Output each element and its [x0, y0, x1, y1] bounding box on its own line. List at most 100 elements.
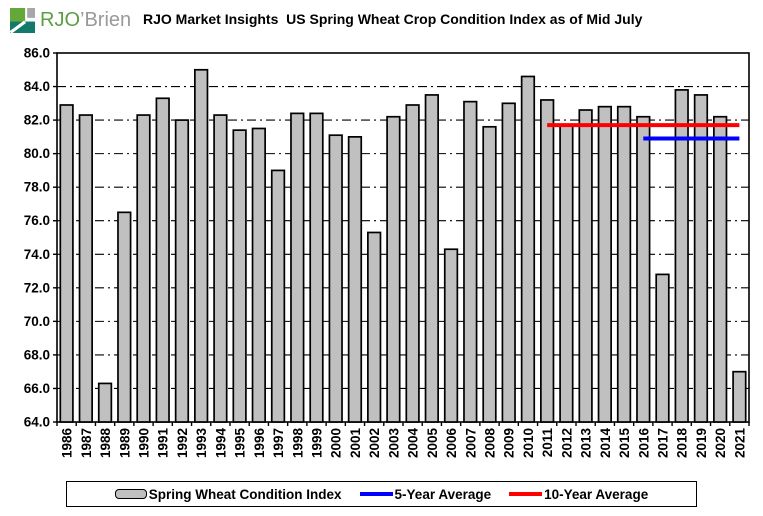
bar-1999 [309, 112, 324, 423]
x-axis-label-2009: 2009 [502, 428, 517, 458]
y-axis-label: 68.0 [24, 347, 50, 362]
x-axis-label-1988: 1988 [98, 428, 113, 459]
legend-label-5-year-average: 5-Year Average [394, 486, 492, 502]
y-axis-label: 80.0 [24, 146, 50, 161]
plot-area [56, 52, 750, 423]
bar-1998 [290, 112, 305, 423]
chart-svg: 86.0 84.0 82.0 80.0 78.0 76.0 74.0 72.0 70.0 68.0… [24, 46, 750, 459]
line-swatch-5yr [359, 492, 393, 496]
x-axis-label-2010: 2010 [521, 428, 536, 458]
bar-1991 [155, 97, 170, 423]
x-axis-label-2011: 2011 [540, 428, 555, 458]
x-axis-label-2002: 2002 [367, 428, 382, 458]
legend-item-condition-index: Spring Wheat Condition Index [114, 486, 342, 502]
logo-text-brien: ’Brien [80, 9, 132, 31]
chart-title: RJO Market Insights US Spring Wheat Crop… [143, 11, 643, 27]
logo-text-rjo: RJO [40, 9, 80, 31]
x-axis-label-2000: 2000 [329, 428, 344, 458]
bar-2011 [540, 99, 555, 423]
bar-1996 [251, 127, 266, 423]
rjobrien-logo: RJO’Brien [10, 7, 131, 33]
bar-2000 [328, 134, 343, 423]
x-axis-label-2014: 2014 [598, 428, 613, 459]
bar-2021 [732, 370, 747, 423]
bar-1997 [270, 169, 286, 423]
x-axis-label-1995: 1995 [233, 428, 248, 459]
x-axis-label-2019: 2019 [694, 428, 709, 458]
bar-1993 [194, 68, 209, 423]
x-axis-label-2016: 2016 [636, 428, 651, 459]
x-axis-label-2003: 2003 [386, 428, 401, 459]
spring-wheat-condition-chart: 86.0 84.0 82.0 80.0 78.0 76.0 74.0 72.0 70.0 68.0… [24, 46, 750, 459]
legend-item-10-year-average: 10-Year Average [509, 487, 648, 502]
bar-2006 [443, 248, 459, 423]
y-axis-label: 64.0 [24, 415, 50, 430]
x-axis-label-1989: 1989 [117, 428, 132, 458]
y-axis-label: 78.0 [24, 180, 50, 195]
bar-1986 [59, 104, 74, 423]
bar-2017 [655, 273, 670, 423]
y-axis-label: 66.0 [24, 381, 50, 396]
bar-1990 [136, 114, 151, 423]
x-axis-label-2017: 2017 [656, 428, 671, 458]
bar-2005 [424, 94, 439, 423]
x-axis-label-2005: 2005 [425, 428, 440, 459]
bar-2009 [501, 102, 516, 423]
x-axis-label-1993: 1993 [194, 428, 209, 459]
bar-2003 [386, 115, 401, 423]
x-axis-label-2004: 2004 [406, 428, 421, 459]
line-swatch-10yr [509, 492, 543, 496]
chart-legend: Spring Wheat Condition Index 5-Year Aver… [66, 481, 697, 507]
x-axis-label-1991: 1991 [156, 428, 171, 459]
y-axis-label: 86.0 [24, 46, 50, 61]
bar-2020 [713, 115, 728, 423]
y-axis-label: 72.0 [24, 280, 50, 295]
x-axis-label-1996: 1996 [252, 428, 267, 459]
rjobrien-logo-icon [10, 7, 35, 33]
bar-2013 [578, 109, 593, 423]
x-axis-label-2007: 2007 [463, 428, 478, 458]
bar-2001 [347, 136, 363, 423]
x-axis-label-2020: 2020 [713, 428, 728, 458]
x-axis-label-2012: 2012 [559, 428, 574, 458]
y-axis-label: 84.0 [24, 79, 50, 94]
y-axis-label: 74.0 [24, 247, 50, 262]
x-axis-label-1992: 1992 [175, 428, 190, 458]
bar-1989 [117, 211, 132, 423]
x-axis-label-2006: 2006 [444, 428, 459, 459]
y-axis-label: 70.0 [24, 314, 50, 329]
x-axis-label-1999: 1999 [310, 428, 325, 458]
bar-2015 [616, 105, 632, 423]
bar-1988 [97, 382, 113, 423]
x-axis-label-2008: 2008 [483, 428, 498, 459]
x-axis-label-2018: 2018 [675, 428, 690, 459]
x-axis-label-1986: 1986 [60, 428, 75, 459]
bar-2010 [520, 75, 536, 423]
bar-2014 [597, 105, 612, 423]
bar-2018 [674, 89, 689, 423]
bar-2008 [482, 125, 497, 423]
bar-series-swatch [114, 489, 147, 499]
x-axis-label-2001: 2001 [348, 428, 363, 459]
legend-label-condition-index: Spring Wheat Condition Index [148, 486, 342, 502]
x-axis-label-1997: 1997 [271, 428, 286, 458]
y-axis-label: 82.0 [24, 113, 50, 128]
x-axis-label-1990: 1990 [137, 428, 152, 458]
x-axis-label-1994: 1994 [213, 428, 228, 459]
bar-1987 [78, 114, 93, 423]
bar-1994 [213, 114, 228, 423]
legend-item-5-year-average: 5-Year Average [359, 486, 492, 502]
bar-1992 [174, 119, 190, 423]
bar-2016 [636, 115, 651, 423]
bar-2019 [693, 94, 709, 423]
x-axis-label-2013: 2013 [579, 428, 594, 459]
bar-2007 [463, 100, 478, 423]
legend-label-10-year-average: 10-Year Average [544, 486, 649, 502]
x-axis-label-2021: 2021 [732, 428, 747, 459]
bar-2012 [559, 124, 574, 423]
bar-1995 [232, 129, 247, 423]
x-axis-label-2015: 2015 [617, 428, 632, 459]
x-axis-label-1998: 1998 [290, 428, 305, 459]
y-axis-label: 76.0 [24, 213, 50, 228]
